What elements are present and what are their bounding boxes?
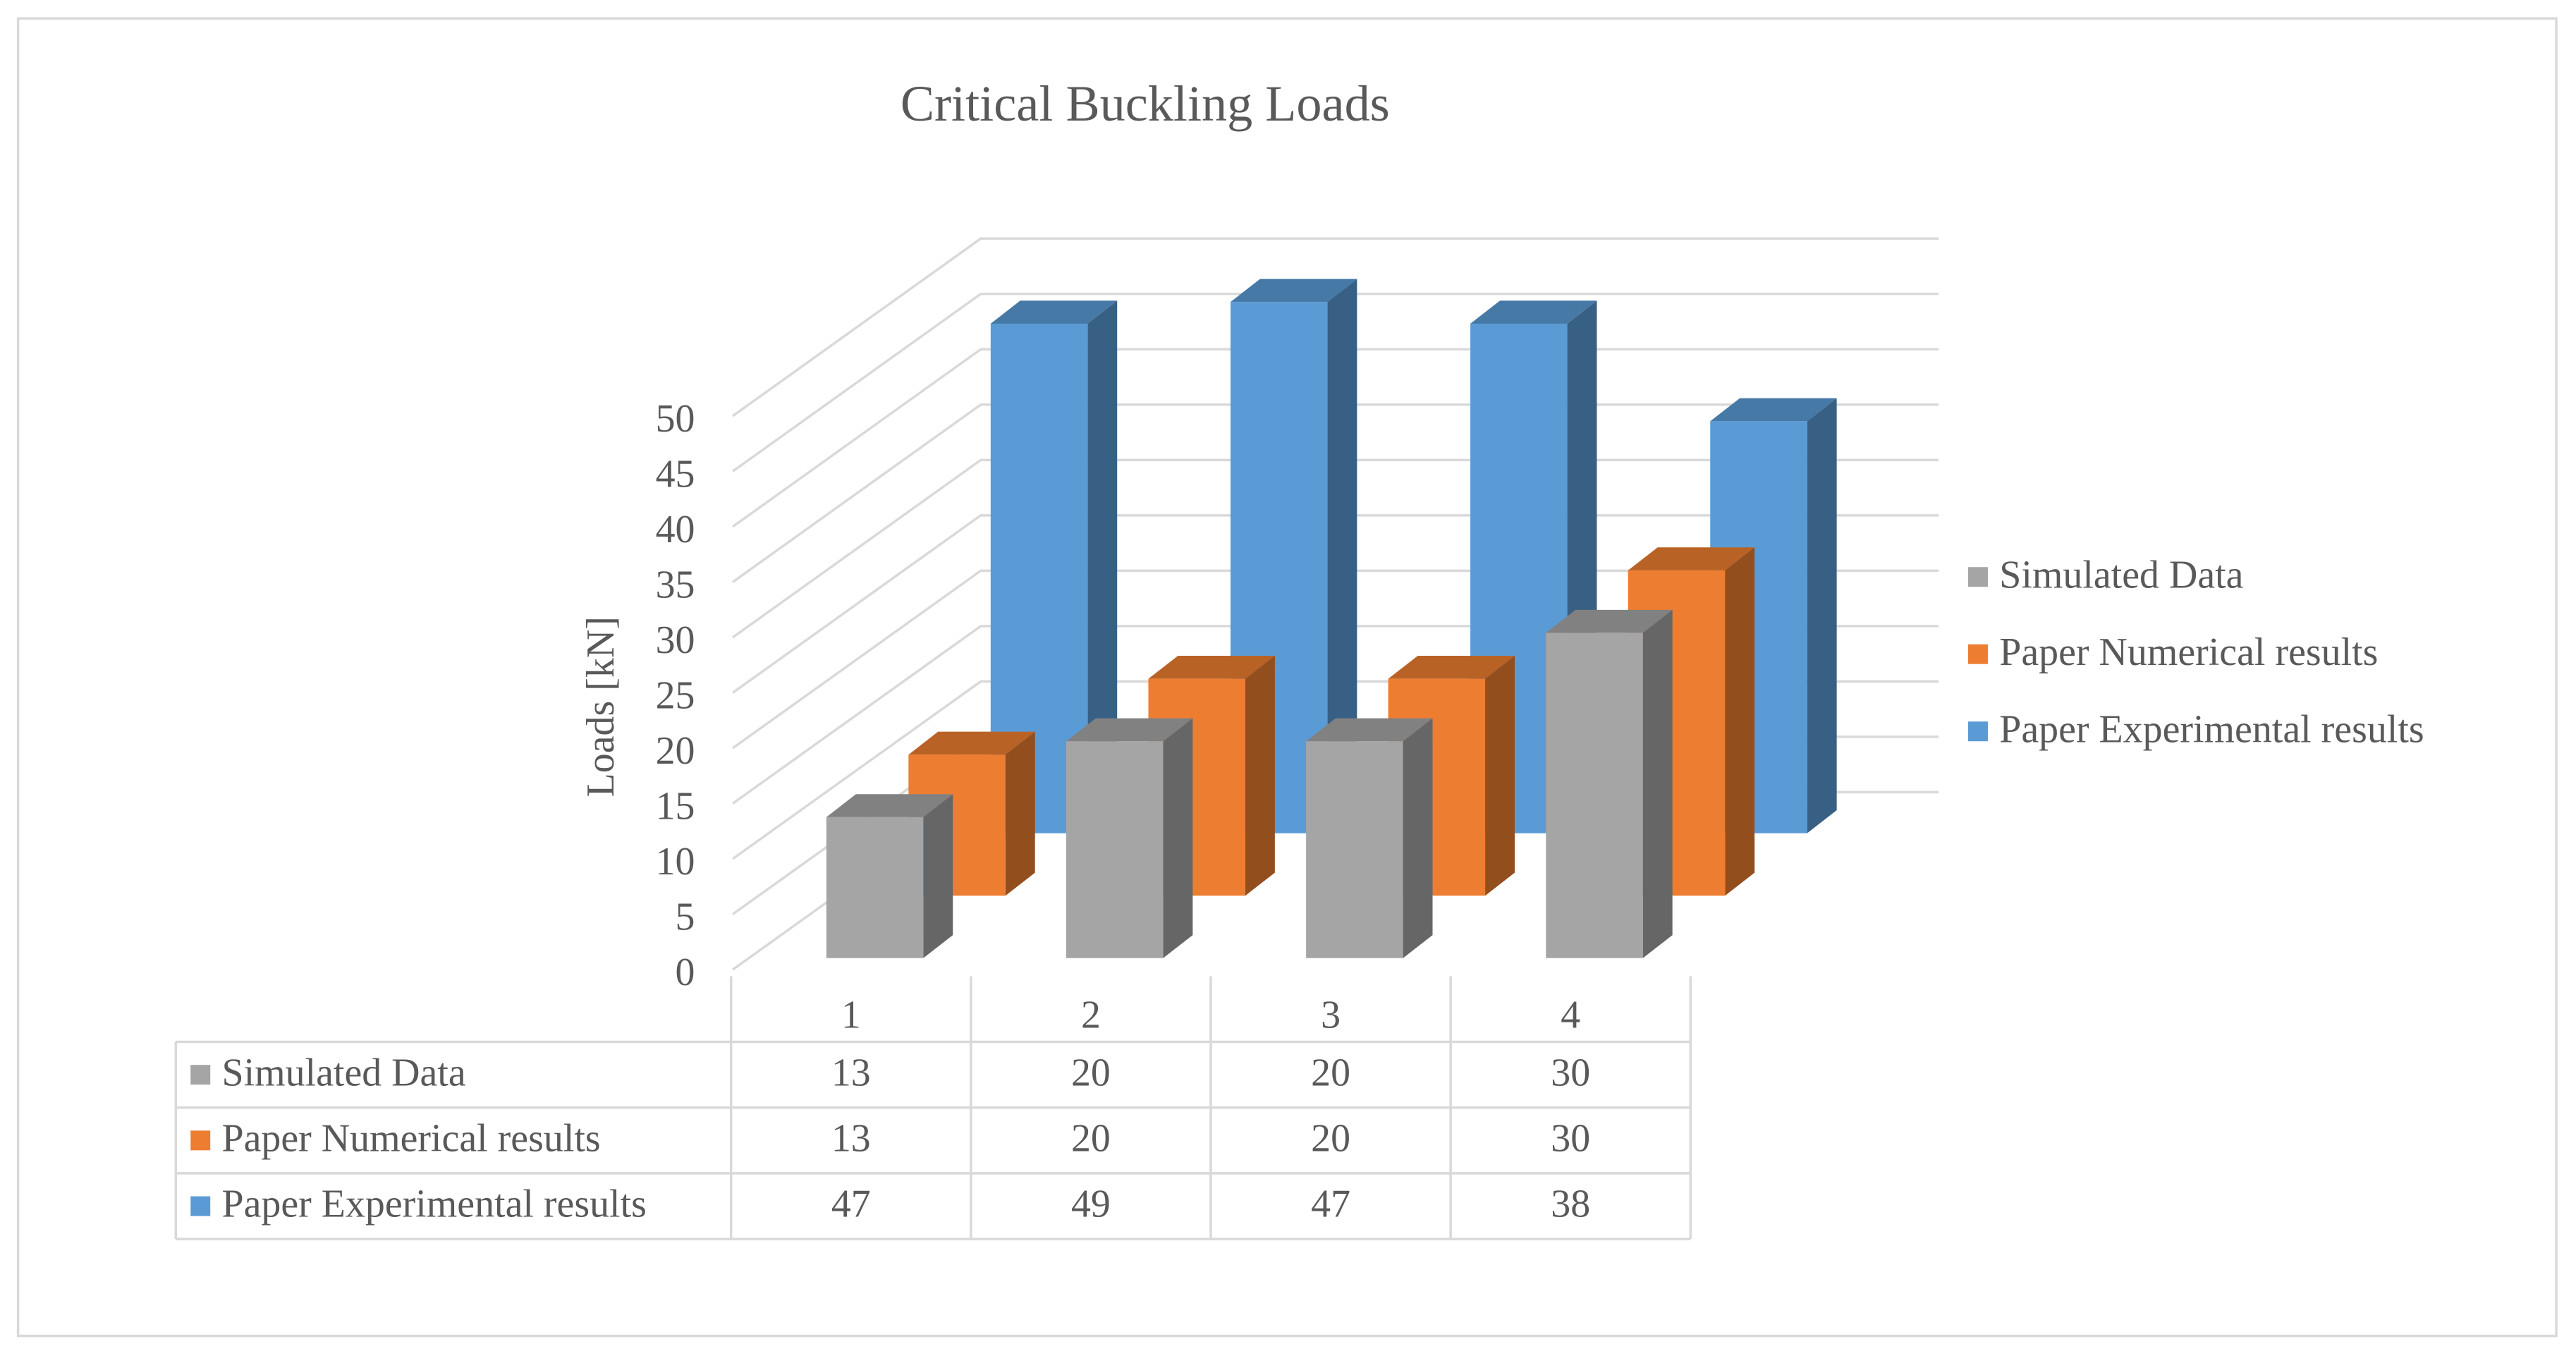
bar-side	[1485, 656, 1515, 896]
y-tick-label: 15	[656, 785, 695, 829]
grid-line	[732, 237, 1939, 417]
table-value: 38	[1551, 1183, 1590, 1226]
table-value: 20	[1311, 1051, 1350, 1094]
y-tick-label: 20	[656, 729, 695, 773]
bar-front	[1546, 633, 1643, 958]
y-tick-label: 0	[676, 951, 695, 994]
table-value: 47	[831, 1183, 871, 1226]
chart-title: Critical Buckling Loads	[901, 75, 1390, 132]
bar-top	[1148, 656, 1275, 679]
table-value: 30	[1551, 1116, 1590, 1160]
x-tick-label: 4	[1561, 994, 1580, 1037]
table-legend-key	[190, 1065, 211, 1085]
bar-side	[1403, 718, 1433, 958]
table-row-label: Paper Numerical results	[222, 1116, 601, 1160]
bar-top	[1710, 398, 1837, 422]
table-row-label: Paper Experimental results	[222, 1183, 647, 1226]
grid-line	[732, 514, 1939, 694]
legend-key	[1968, 644, 1988, 664]
table-value: 47	[1311, 1183, 1350, 1226]
legend-label: Paper Experimental results	[1999, 707, 2424, 751]
bar-top	[1066, 718, 1193, 742]
bar-top	[1230, 279, 1357, 303]
y-tick-label: 5	[676, 896, 695, 939]
legend-key	[1968, 721, 1988, 742]
table-value: 20	[1311, 1116, 1350, 1160]
bar-side	[1087, 300, 1118, 833]
bar-top	[1628, 547, 1755, 570]
y-axis-title: Loads [kN]	[579, 616, 623, 797]
bar-top	[1306, 718, 1433, 742]
legend-key	[1968, 567, 1988, 587]
table-value: 13	[831, 1051, 871, 1094]
bar-side	[1725, 547, 1755, 896]
table-value: 49	[1071, 1183, 1111, 1226]
y-tick-label: 30	[656, 618, 695, 662]
grid-line	[732, 348, 1939, 528]
y-tick-label: 35	[656, 563, 695, 607]
table-value: 20	[1071, 1051, 1111, 1094]
table-row-label: Simulated Data	[222, 1051, 466, 1094]
table-value: 20	[1071, 1116, 1111, 1160]
bar-top	[826, 794, 953, 817]
y-tick-label: 45	[656, 453, 695, 496]
grid-line	[732, 403, 1939, 583]
table-legend-key	[190, 1130, 211, 1151]
bar-top	[990, 300, 1118, 324]
grid-line	[732, 458, 1939, 639]
bar	[1546, 609, 1673, 958]
x-tick-label: 1	[841, 994, 861, 1037]
bar-top	[1470, 300, 1597, 324]
legend-label: Simulated Data	[1999, 553, 2243, 597]
y-tick-label: 25	[656, 674, 695, 718]
table-value: 13	[831, 1116, 871, 1160]
y-tick-label: 50	[656, 397, 695, 441]
bar-side	[1163, 718, 1193, 958]
grid-line	[732, 293, 1939, 472]
bar-side	[1642, 609, 1673, 958]
bar-side	[1005, 731, 1035, 896]
bar-side	[1245, 656, 1275, 896]
bar-side	[923, 794, 953, 958]
bar	[1306, 718, 1433, 958]
bar	[826, 794, 953, 958]
bar-front	[826, 817, 924, 958]
bar-top	[908, 731, 1035, 755]
table-value: 30	[1551, 1051, 1590, 1094]
bar-side	[1327, 279, 1357, 833]
bar	[1230, 279, 1357, 833]
x-tick-label: 3	[1321, 994, 1341, 1037]
bar-top	[1546, 609, 1673, 633]
bar-side	[1807, 398, 1837, 833]
y-tick-label: 40	[656, 508, 695, 551]
bar-top	[1388, 656, 1515, 679]
bar	[1066, 718, 1193, 958]
bar-front	[1066, 741, 1164, 958]
legend-label: Paper Numerical results	[1999, 630, 2378, 674]
bar-front	[1306, 741, 1403, 958]
x-tick-label: 2	[1081, 994, 1101, 1037]
grid-line	[732, 569, 1939, 750]
table-legend-key	[190, 1196, 211, 1216]
y-tick-label: 10	[656, 840, 695, 884]
